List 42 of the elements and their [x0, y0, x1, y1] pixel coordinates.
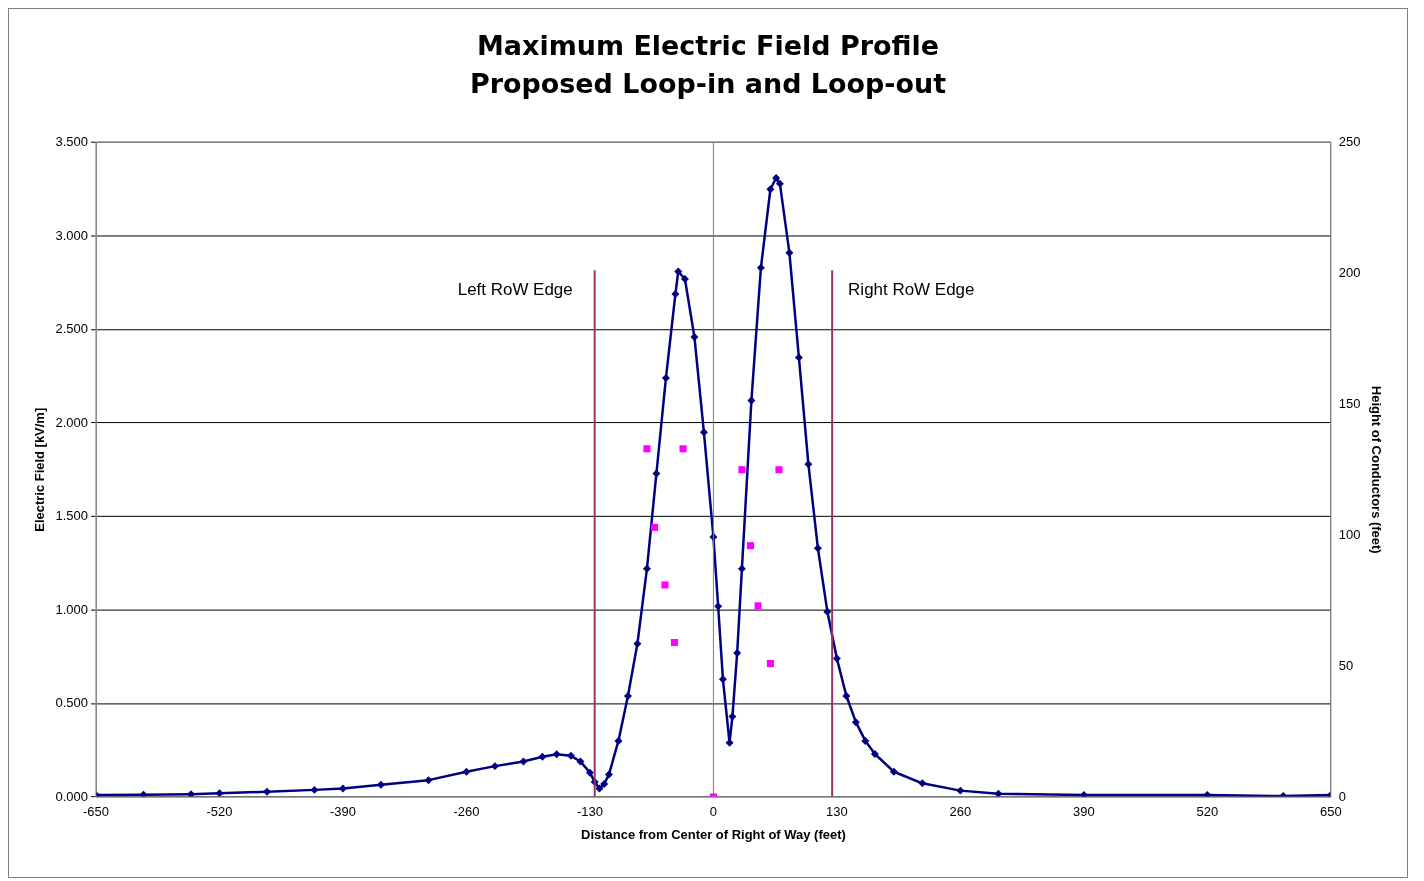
point [661, 581, 669, 589]
x-tick-label: 520 [1196, 804, 1219, 820]
x-tick-label: -650 [83, 804, 109, 820]
x-tick-label: -520 [206, 804, 233, 820]
ref-line-label: Right RoW Edge [848, 279, 975, 299]
point [650, 523, 659, 531]
y2-tick-label: 150 [1338, 395, 1361, 411]
chart-subtitle: Proposed Loop-in and Loop-out [469, 68, 947, 100]
x-tick-label: 0 [709, 804, 718, 820]
point [643, 445, 651, 453]
y-tick-label: 3.000 [55, 227, 89, 243]
x-tick-label: -130 [576, 804, 603, 820]
x-tick-label: 390 [1073, 804, 1095, 820]
y-tick-label: 1.500 [55, 508, 89, 524]
y-axis-title: Electric Field [kV/m] [32, 407, 48, 532]
point [670, 639, 678, 647]
ref-line-label: Left RoW Edge [457, 279, 573, 299]
y2-tick-label: 0 [1338, 788, 1347, 804]
point [746, 542, 754, 550]
point [754, 602, 762, 610]
x-axis-title: Distance from Center of Right of Way (feet) [581, 826, 846, 842]
chart-title: Maximum Electric Field Profile [477, 30, 939, 62]
point [679, 445, 687, 453]
y-tick-label: 2.000 [55, 414, 89, 430]
point [738, 466, 746, 474]
x-tick-label: 650 [1319, 804, 1342, 820]
y-tick-label: 2.500 [55, 321, 89, 337]
y-tick-label: 0.500 [55, 695, 89, 711]
x-tick-label: 130 [826, 804, 848, 820]
y2-tick-label: 100 [1338, 526, 1361, 542]
point [766, 659, 774, 667]
y2-tick-label: 250 [1338, 134, 1361, 150]
x-tick-label: -390 [329, 804, 356, 820]
point [775, 466, 783, 474]
y-tick-label: 1.000 [55, 601, 89, 617]
y-tick-label: 0.000 [55, 788, 89, 804]
x-tick-label: -260 [453, 804, 480, 820]
y2-tick-label: 50 [1338, 657, 1354, 673]
y-tick-label: 3.500 [55, 134, 89, 150]
y2-tick-label: 200 [1338, 264, 1361, 280]
y2-axis-title: Height of Conductors (feet) [1368, 385, 1384, 554]
x-tick-label: 260 [949, 804, 972, 820]
